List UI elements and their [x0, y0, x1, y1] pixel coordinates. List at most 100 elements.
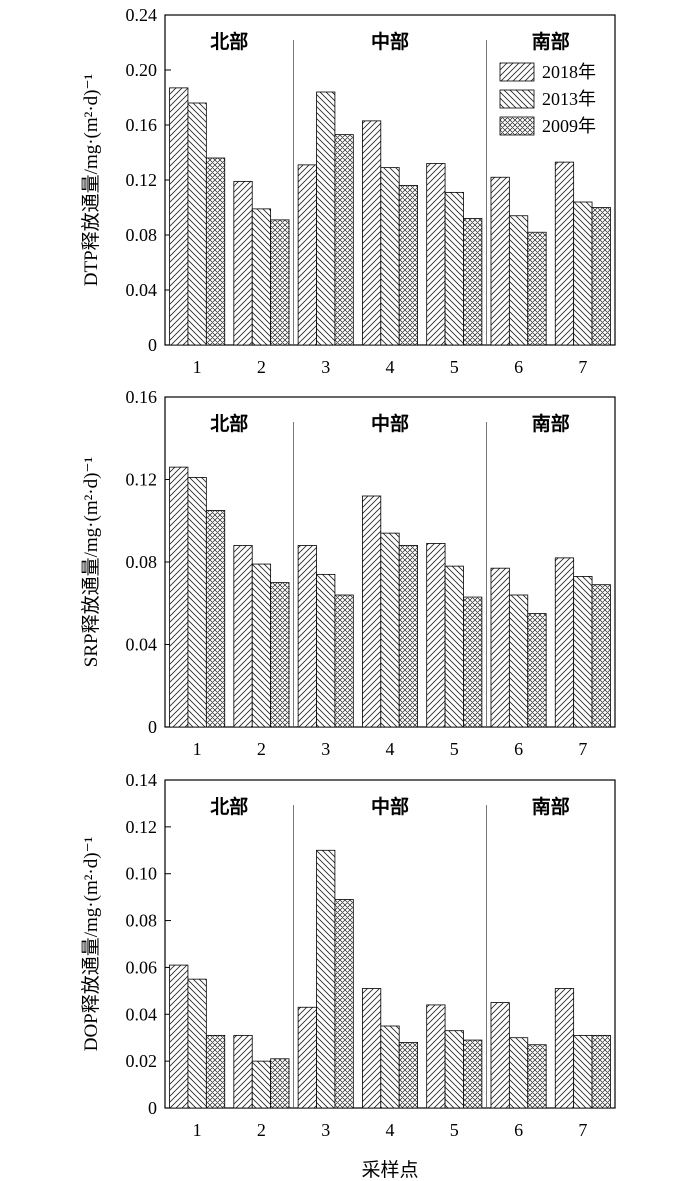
- y-tick-label: 0: [148, 1098, 157, 1118]
- bar-2009年: [270, 582, 290, 728]
- bar-2009年: [270, 1058, 290, 1109]
- y-tick-label: 0.08: [126, 225, 158, 245]
- region-label: 北部: [210, 30, 248, 53]
- bar-2018年: [361, 988, 382, 1109]
- bar-2009年: [463, 218, 483, 346]
- region-label: 南部: [532, 30, 570, 53]
- bar-2009年: [463, 596, 483, 728]
- x-tick-label: 5: [450, 1120, 459, 1140]
- bar-2013年: [251, 208, 272, 346]
- bar-2013年: [508, 594, 529, 728]
- bar-2013年: [187, 477, 207, 728]
- x-tick-label: 5: [450, 357, 459, 377]
- bar-2009年: [591, 207, 611, 346]
- bar-2009年: [591, 584, 611, 728]
- y-tick-label: 0.12: [126, 470, 158, 490]
- y-tick-label: 0: [148, 335, 157, 355]
- legend-label: 2009年: [542, 116, 596, 136]
- x-tick-label: 3: [321, 739, 330, 759]
- y-tick-label: 0.20: [126, 60, 158, 80]
- y-tick-label: 0.24: [126, 5, 158, 25]
- region-label: 北部: [210, 795, 248, 818]
- bar-2018年: [554, 557, 575, 728]
- bar-2018年: [426, 1004, 446, 1109]
- chart-panel-3: 0 0.02 0.04 0.06 0.08 0.10 0.12 0.14 1 2 3 4 5 6 7 北部 中部…: [80, 770, 616, 1181]
- bar-2009年: [527, 613, 547, 728]
- y-tick-label: 0.04: [126, 280, 158, 300]
- bar-2018年: [426, 163, 446, 346]
- bar-2013年: [444, 1030, 464, 1109]
- x-tick-label: 5: [450, 739, 459, 759]
- bar-2013年: [573, 576, 593, 728]
- x-tick-label: 4: [386, 739, 395, 759]
- bar-2009年: [205, 1034, 226, 1109]
- bar-2018年: [169, 964, 189, 1109]
- bar-2009年: [398, 185, 419, 346]
- bar-2009年: [334, 594, 354, 728]
- region-label: 中部: [371, 795, 409, 818]
- x-tick-label: 1: [193, 1120, 202, 1140]
- y-tick-label: 0.12: [126, 817, 158, 837]
- bar-2018年: [233, 180, 253, 346]
- bar-2009年: [205, 157, 226, 346]
- legend-swatch: [499, 116, 535, 136]
- x-tick-label: 7: [578, 1120, 587, 1140]
- bar-2018年: [169, 87, 189, 346]
- bar-2018年: [490, 567, 510, 728]
- bar-2018年: [233, 1034, 253, 1109]
- x-tick-label: 4: [386, 357, 395, 377]
- region-label: 中部: [371, 30, 409, 53]
- y-tick-label: 0.08: [126, 552, 158, 572]
- bar-2009年: [270, 219, 290, 346]
- y-tick-label: 0.06: [126, 957, 158, 977]
- x-tick-label: 7: [578, 357, 587, 377]
- region-label: 北部: [210, 412, 248, 435]
- y-tick-label: 0.10: [126, 864, 158, 884]
- y-tick-label: 0.02: [126, 1051, 158, 1071]
- x-tick-label: 2: [257, 1120, 266, 1140]
- y-tick-label: 0.08: [126, 911, 158, 931]
- legend-swatch: [499, 62, 535, 82]
- bar-2013年: [508, 215, 529, 346]
- bar-2018年: [426, 543, 446, 728]
- bar-2013年: [508, 1037, 529, 1109]
- bar-2013年: [380, 167, 400, 346]
- bar-2013年: [316, 573, 336, 728]
- region-label: 南部: [532, 795, 570, 818]
- bar-2013年: [573, 1034, 593, 1109]
- bar-2013年: [380, 532, 400, 728]
- chart-panel-2: 0 0.04 0.08 0.12 0.16 1 2 3 4 5 6 7 北部 中部 南部 SRP释放通量/mg…: [80, 387, 616, 759]
- bar-2013年: [316, 91, 336, 346]
- bar-2009年: [334, 899, 354, 1109]
- y-axis-label: DTP释放通量/mg·(m²·d)⁻¹: [80, 73, 102, 286]
- legend-label: 2018年: [542, 62, 596, 82]
- x-tick-label: 1: [193, 357, 202, 377]
- x-tick-label: 6: [514, 739, 523, 759]
- chart-panel-1: 0 0.04 0.08 0.12 0.16 0.20 0.24 1 2 3 4 5 6 7 北部 中部 南部 DT…: [80, 5, 616, 377]
- x-tick-label: 6: [514, 357, 523, 377]
- bar-2013年: [444, 191, 464, 346]
- y-tick-label: 0.16: [126, 115, 158, 135]
- x-tick-label: 2: [257, 357, 266, 377]
- bar-2013年: [251, 1060, 272, 1109]
- y-tick-label: 0: [148, 717, 157, 737]
- bar-2013年: [444, 565, 464, 728]
- bar-2009年: [527, 1044, 547, 1109]
- bar-2018年: [554, 161, 575, 346]
- bar-2018年: [169, 466, 189, 728]
- x-tick-label: 4: [386, 1120, 395, 1140]
- x-tick-label: 3: [321, 357, 330, 377]
- y-tick-label: 0.12: [126, 170, 158, 190]
- y-axis-label: SRP释放通量/mg·(m²·d)⁻¹: [80, 457, 102, 668]
- bar-2009年: [591, 1034, 611, 1109]
- y-tick-label: 0.04: [126, 1004, 158, 1024]
- bar-2013年: [316, 849, 336, 1109]
- bar-2013年: [573, 201, 593, 346]
- bar-2009年: [398, 545, 419, 728]
- region-label: 南部: [532, 412, 570, 435]
- bar-2009年: [527, 231, 547, 346]
- x-tick-label: 2: [257, 739, 266, 759]
- y-tick-label: 0.04: [126, 635, 158, 655]
